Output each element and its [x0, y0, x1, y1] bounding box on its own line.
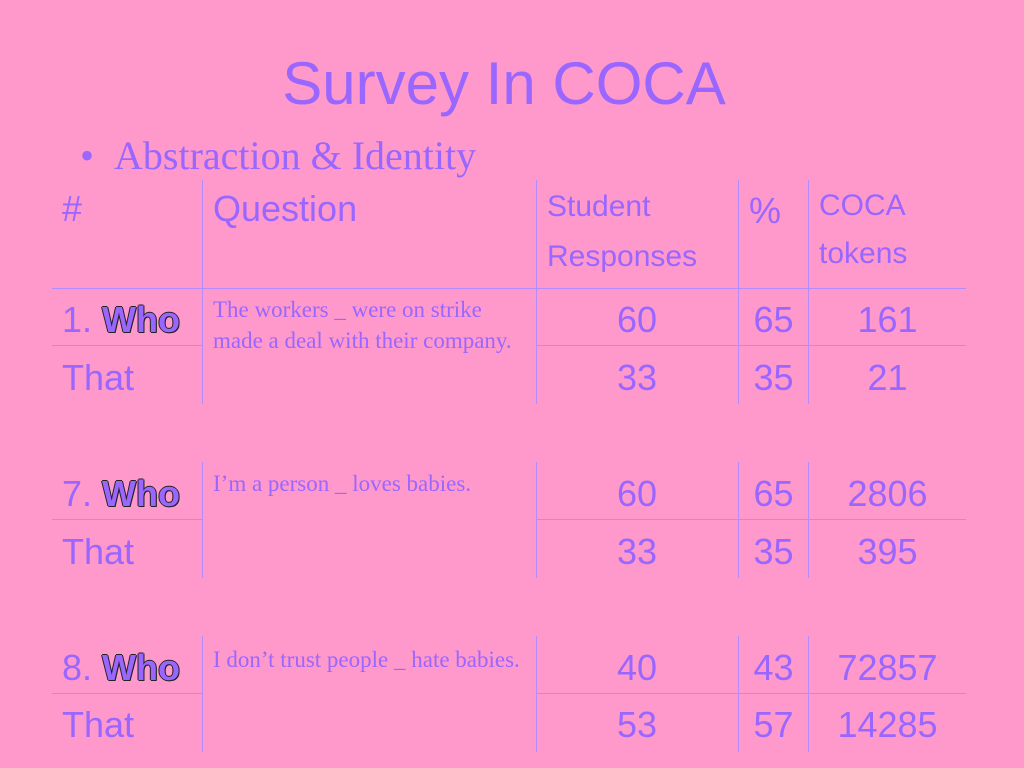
- header-percent: %: [749, 190, 782, 231]
- grid-line: [536, 693, 966, 694]
- question-number: 8.: [62, 647, 93, 688]
- student-responses: 33: [616, 357, 658, 398]
- grid-line: [536, 180, 537, 404]
- coca-tokens: 395: [857, 531, 918, 572]
- percent-value: 43: [753, 647, 794, 688]
- grid-line: [52, 345, 202, 346]
- student-responses: 53: [616, 704, 658, 745]
- grid-line: [202, 636, 203, 752]
- row-label-who: 8. Who: [62, 648, 180, 688]
- percent-value: 65: [753, 473, 794, 514]
- question-number: 1.: [62, 299, 93, 340]
- who-label: Who: [102, 299, 181, 340]
- grid-line: [536, 519, 966, 520]
- header-num: #: [62, 188, 83, 229]
- coca-tokens: 72857: [837, 647, 938, 688]
- grid-line: [52, 519, 202, 520]
- question-text: I don’t trust people _ hate babies.: [213, 647, 520, 672]
- row-label-that: That: [62, 531, 135, 572]
- grid-line: [202, 462, 203, 578]
- grid-line: [536, 462, 537, 578]
- question-text: The workers _ were on strike made a deal…: [213, 297, 512, 353]
- grid-line: [738, 636, 739, 752]
- row-label-that: That: [62, 357, 135, 398]
- coca-tokens: 21: [867, 357, 908, 398]
- bullet-text: Abstraction & Identity: [114, 133, 477, 178]
- grid-line: [52, 288, 966, 289]
- header-student-line1: Student: [547, 190, 651, 223]
- who-label: Who: [102, 473, 181, 514]
- bullet-item: • Abstraction & Identity: [80, 134, 476, 178]
- grid-line: [52, 693, 202, 694]
- who-label: Who: [102, 647, 181, 688]
- header-student: Student Responses: [547, 182, 697, 282]
- percent-value: 35: [753, 531, 794, 572]
- bullet-dot-icon: •: [80, 133, 95, 178]
- row-label-who: 7. Who: [62, 474, 180, 514]
- grid-line: [536, 345, 966, 346]
- student-responses: 40: [616, 647, 658, 688]
- coca-tokens: 2806: [847, 473, 928, 514]
- header-student-line2: Responses: [547, 240, 698, 273]
- percent-value: 57: [753, 704, 794, 745]
- question-number: 7.: [62, 473, 93, 514]
- grid-line: [808, 636, 809, 752]
- coca-tokens: 161: [857, 299, 918, 340]
- question-text: I’m a person _ loves babies.: [213, 471, 472, 496]
- grid-line: [738, 180, 739, 404]
- student-responses: 60: [616, 299, 658, 340]
- student-responses: 60: [616, 473, 658, 514]
- slide-title: Survey In COCA: [282, 50, 726, 117]
- header-question: Question: [213, 188, 358, 229]
- percent-value: 35: [753, 357, 794, 398]
- coca-tokens: 14285: [837, 704, 938, 745]
- header-coca-line2: tokens: [819, 237, 908, 270]
- grid-line: [808, 180, 809, 404]
- grid-line: [738, 462, 739, 578]
- row-label-who: 1. Who: [62, 300, 180, 340]
- student-responses: 33: [616, 531, 658, 572]
- grid-line: [202, 180, 203, 404]
- percent-value: 65: [753, 299, 794, 340]
- grid-line: [536, 636, 537, 752]
- row-label-that: That: [62, 704, 135, 745]
- grid-line: [808, 462, 809, 578]
- header-coca: COCA tokens: [819, 182, 907, 278]
- header-coca-line1: COCA: [819, 189, 906, 222]
